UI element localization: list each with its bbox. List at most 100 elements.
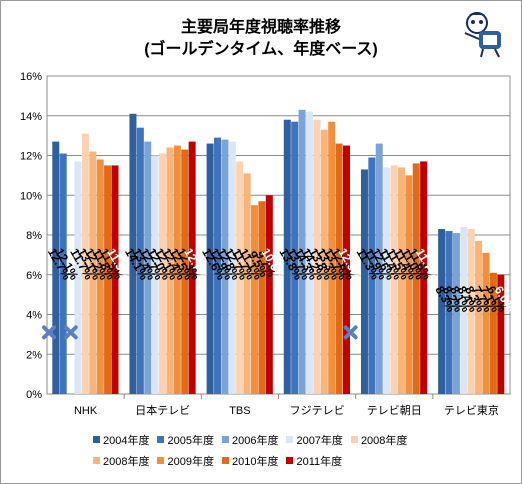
bar: [188, 141, 196, 394]
bar: [228, 141, 236, 394]
bar: [360, 169, 368, 394]
bar: [412, 163, 420, 394]
legend-item: 2005年度: [157, 432, 214, 448]
legend-label: 2010年度: [231, 455, 279, 468]
x-tick-label: TBS: [229, 405, 250, 417]
bar: [497, 274, 505, 394]
bar: [368, 157, 376, 394]
legend-swatch: [221, 436, 229, 443]
bar: [236, 161, 244, 394]
bar: [390, 165, 398, 394]
y-tick-label: 2%: [26, 349, 42, 361]
missing-value-marker: [63, 325, 78, 340]
bar: [173, 145, 181, 394]
y-tick-label: 6%: [26, 270, 42, 282]
bar: [221, 139, 229, 394]
bar: [383, 167, 391, 394]
legend-item: 2008年度: [350, 432, 408, 448]
legend-swatch: [157, 436, 165, 443]
bar: [482, 252, 490, 394]
chart-title: 主要局年度視聴率推移: [180, 19, 341, 36]
bar: [475, 240, 483, 394]
bar: [460, 227, 468, 394]
legend-swatch: [93, 436, 100, 443]
legend-item: 2006年度: [221, 432, 279, 448]
y-tick-label: 14%: [20, 111, 42, 123]
legend: 2004年度 2005年度 2006年度 2007年度 2008年度 2008年度 2009…: [93, 429, 513, 471]
legend-row: 2004年度 2005年度 2006年度 2007年度 2008年度: [93, 429, 513, 450]
bar: [159, 153, 167, 394]
legend-item: 2007年度: [286, 432, 343, 448]
legend-swatch: [221, 457, 229, 464]
bar: [291, 121, 299, 395]
legend-swatch: [93, 457, 100, 464]
legend-item: 2008年度: [93, 453, 149, 469]
y-tick-label: 0%: [26, 389, 42, 401]
legend-swatch: [350, 436, 358, 443]
bar: [129, 113, 137, 394]
bar: [59, 153, 67, 394]
bar: [214, 137, 222, 395]
bar: [489, 272, 497, 394]
chart-subtitle: (ゴールデンタイム、年度ベース): [144, 41, 378, 58]
missing-value-marker: [343, 325, 358, 340]
legend-item: 2004年度: [93, 432, 149, 448]
legend-label: 2006年度: [231, 434, 279, 447]
legend-label: 2009年度: [167, 455, 214, 468]
bar: [206, 143, 214, 394]
bar: [467, 229, 475, 394]
legend-item: 2010年度: [221, 453, 279, 469]
y-tick-label: 12%: [20, 151, 42, 163]
bar: [166, 147, 174, 394]
x-tick-label: NHK: [74, 405, 98, 417]
bar: [445, 231, 453, 394]
legend-label: 2005年度: [167, 434, 214, 447]
bar: [283, 119, 291, 394]
bar: [243, 173, 251, 394]
legend-item: 2009年度: [157, 453, 214, 469]
bar: [313, 119, 321, 394]
y-tick-label: 4%: [26, 310, 42, 322]
bar: [335, 143, 343, 394]
bar: [320, 129, 328, 394]
bar: [151, 155, 159, 394]
plot-area: 0% 2% 4% 6% 8% 10% 12% 14% 16% NHK 日本テレビ TBS フジテレビ テレ…: [20, 71, 518, 417]
bar: [104, 165, 112, 394]
bar: [298, 109, 306, 394]
legend-swatch: [286, 436, 294, 443]
legend-label: 2011年度: [296, 455, 343, 468]
x-tick-label: 日本テレビ: [135, 403, 190, 417]
bar: [136, 127, 144, 395]
x-tick-label: テレビ東京: [444, 403, 499, 417]
x-tick-label: テレビ朝日: [367, 404, 422, 417]
bar: [305, 111, 313, 395]
bar: [111, 165, 119, 394]
bar: [258, 201, 266, 394]
legend-label: 2008年度: [360, 434, 408, 447]
bar: [265, 195, 273, 394]
bar: [342, 145, 350, 394]
missing-value-marker: [42, 325, 56, 340]
bar: [438, 229, 446, 394]
bar: [74, 161, 82, 394]
bar: [96, 159, 104, 394]
bar: [405, 175, 413, 394]
legend-swatch: [157, 457, 165, 464]
bar: [181, 149, 189, 394]
legend-swatch: [286, 457, 294, 464]
bar: [397, 167, 405, 394]
legend-label: 2004年度: [103, 434, 150, 447]
bar: [420, 161, 428, 394]
bar: [144, 141, 152, 394]
bar: [375, 143, 383, 394]
mascot-logo: [464, 12, 501, 58]
bar: [452, 233, 460, 394]
bar: [251, 205, 259, 394]
legend-label: 2007年度: [296, 434, 343, 447]
bar: [52, 141, 60, 394]
y-tick-label: 16%: [20, 71, 42, 83]
bar: [89, 151, 97, 394]
bar: [328, 121, 336, 395]
y-tick-label: 10%: [20, 190, 42, 202]
